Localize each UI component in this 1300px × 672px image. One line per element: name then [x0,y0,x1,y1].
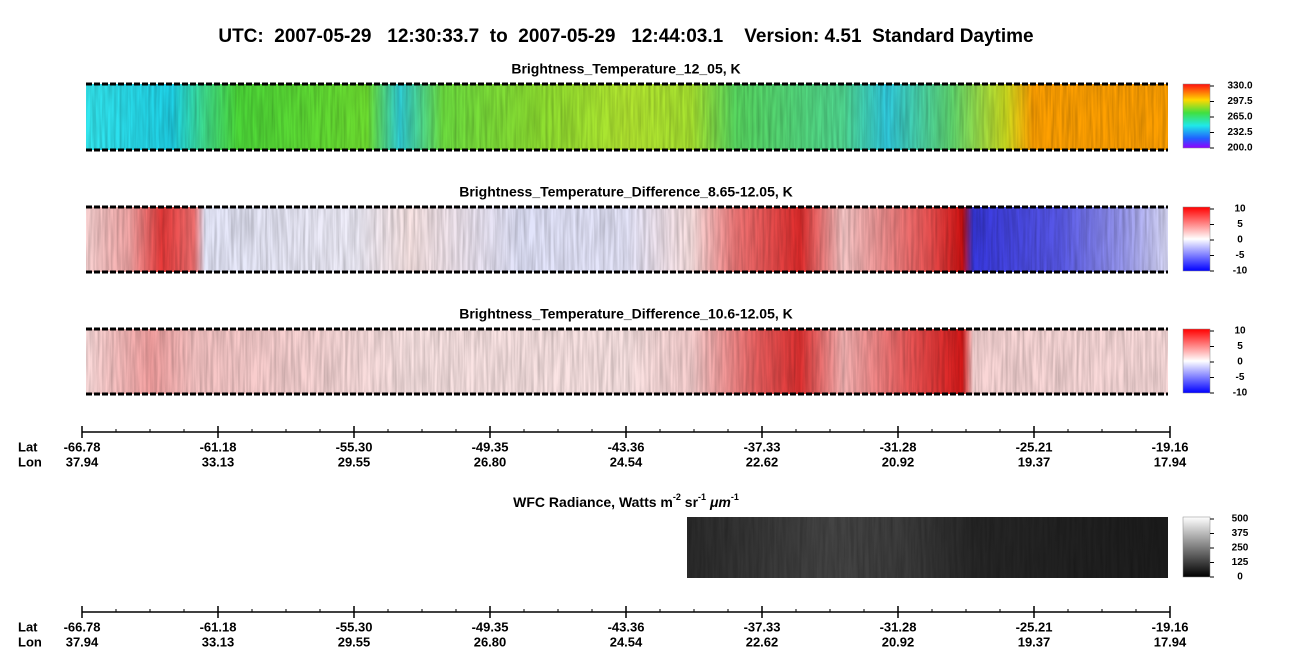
lon-label: Lon [18,634,42,649]
colorbar-label: 5 [1237,341,1243,352]
lon-value: 29.55 [338,634,371,649]
lon-value: 24.54 [610,634,643,649]
colorbar-label: -10 [1233,388,1248,399]
panel-title: Brightness_Temperature_Difference_8.65-1… [459,184,793,200]
colorbar-label: 500 [1232,514,1249,525]
lon-value: 26.80 [474,634,507,649]
colorbar-label: -5 [1236,250,1245,261]
lon-value: 37.94 [66,634,99,649]
lon-value: 26.80 [474,454,507,469]
lon-value: 19.37 [1018,634,1051,649]
lat-value: -25.21 [1016,619,1053,634]
lon-value: 29.55 [338,454,371,469]
lon-value: 19.37 [1018,454,1051,469]
colorbar-label: 297.5 [1227,96,1252,107]
lat-value: -19.16 [1152,619,1189,634]
lat-value: -43.36 [608,439,645,454]
lat-value: -31.28 [880,619,917,634]
lat-value: -55.30 [336,439,373,454]
colorbar-label: 0 [1237,572,1243,583]
title-part: sr [681,494,699,510]
lon-value: 17.94 [1154,634,1187,649]
colorbar [1182,516,1211,578]
colorbar-label: 250 [1232,543,1249,554]
colorbar [1182,328,1211,394]
lon-label: Lon [18,454,42,469]
lat-label: Lat [18,619,38,634]
lat-value: -37.33 [744,439,781,454]
title-part: -1 [731,492,739,502]
title-part: WFC Radiance, Watts m [513,494,673,510]
colorbar-label: 265.0 [1227,112,1252,123]
lat-value: -43.36 [608,619,645,634]
colorbar-label: 200.0 [1227,143,1252,154]
lat-value: -49.35 [472,619,509,634]
lat-value: -49.35 [472,439,509,454]
colorbar-label: 10 [1234,326,1246,337]
lon-value: 33.13 [202,454,235,469]
lat-label: Lat [18,439,38,454]
lat-value: -55.30 [336,619,373,634]
title-part: μm [709,494,731,510]
title-part: -2 [673,492,681,502]
colorbar-label: 375 [1232,528,1249,539]
lon-value: 22.62 [746,634,779,649]
lat-value: -25.21 [1016,439,1053,454]
lat-value: -61.18 [200,439,237,454]
figure-title: UTC: 2007-05-29 12:30:33.7 to 2007-05-29… [218,26,1033,47]
colorbar-label: 330.0 [1227,81,1252,92]
lon-value: 20.92 [882,634,915,649]
panel-texture [86,207,1168,272]
colorbar-label: 5 [1237,219,1243,230]
colorbar [1182,83,1211,149]
colorbar-label: -10 [1233,266,1248,277]
colorbar [1182,206,1211,272]
lon-value: 17.94 [1154,454,1187,469]
lon-value: 24.54 [610,454,643,469]
lon-value: 37.94 [66,454,99,469]
lat-value: -61.18 [200,619,237,634]
lon-value: 22.62 [746,454,779,469]
title-part: -1 [698,492,706,502]
colorbar-label: 10 [1234,204,1246,215]
lat-value: -66.78 [64,619,101,634]
lat-value: -66.78 [64,439,101,454]
lat-value: -31.28 [880,439,917,454]
colorbar-label: 0 [1237,357,1243,368]
panel-texture [86,329,1168,394]
lon-value: 20.92 [882,454,915,469]
panel-title: WFC Radiance, Watts m-2 sr-1 μm-1 [513,492,739,509]
panel-texture [86,84,1168,150]
lon-value: 33.13 [202,634,235,649]
lat-value: -19.16 [1152,439,1189,454]
panel-title: Brightness_Temperature_Difference_10.6-1… [459,306,793,322]
lat-value: -37.33 [744,619,781,634]
panel-title: Brightness_Temperature_12_05, K [511,61,740,77]
colorbar-label: 125 [1232,557,1249,568]
panel-texture [687,517,1168,578]
colorbar-label: -5 [1236,372,1245,383]
colorbar-label: 232.5 [1227,127,1252,138]
colorbar-label: 0 [1237,235,1243,246]
